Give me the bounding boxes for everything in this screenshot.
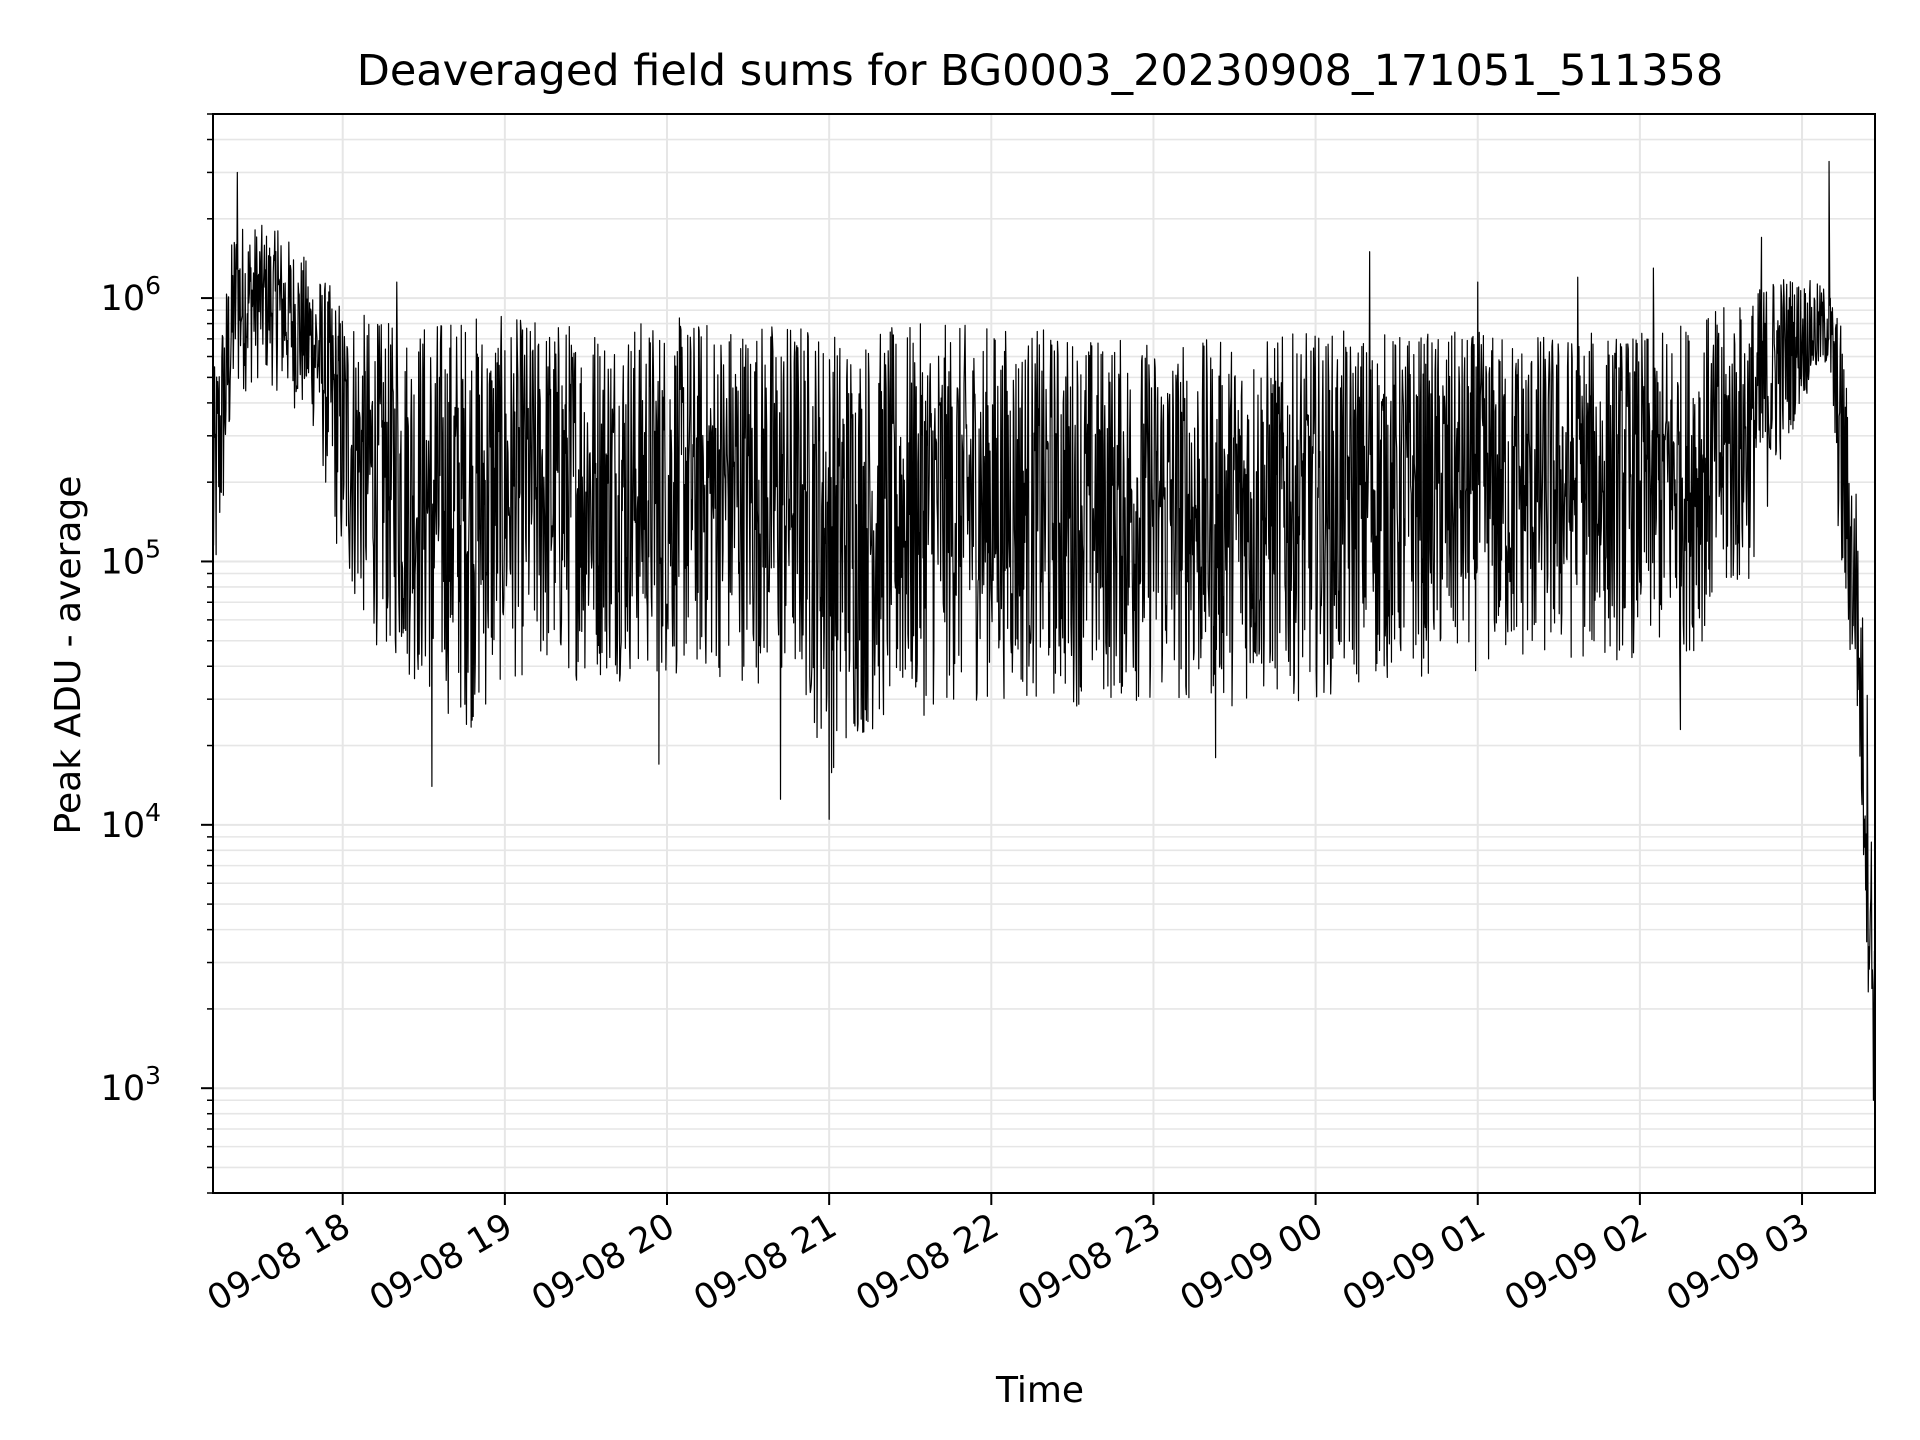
x-axis-label: Time	[995, 1370, 1084, 1411]
series-line-path	[212, 160, 1876, 1101]
y-tick-label: 105	[101, 534, 161, 582]
y-tick-label: 106	[101, 271, 161, 319]
chart-title: Deaveraged field sums for BG0003_2023090…	[357, 46, 1724, 96]
plot-area	[212, 113, 1876, 1194]
y-axis-label: Peak ADU - average	[48, 476, 89, 835]
series-line	[212, 160, 1876, 1101]
y-axis: 103 104 105 106	[101, 113, 213, 1194]
y-tick-label: 104	[101, 798, 161, 846]
y-tick-label: 103	[101, 1061, 161, 1109]
grid	[213, 113, 1875, 1194]
